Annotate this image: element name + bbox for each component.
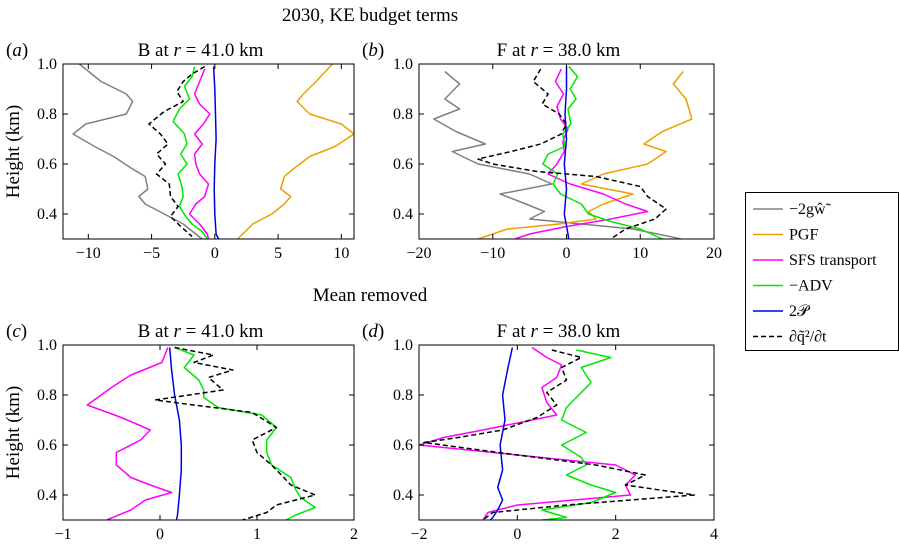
mean-removed-title: Mean removed bbox=[313, 285, 428, 306]
x-tick-label: 0 bbox=[156, 526, 164, 543]
legend-label: PGF bbox=[789, 227, 818, 244]
x-tick-label: 5 bbox=[274, 245, 282, 262]
panel-letter: (b) bbox=[362, 40, 384, 61]
panel-title: F at r = 38.0 km bbox=[497, 40, 621, 61]
legend-label: ∂q̃²/∂t bbox=[789, 329, 827, 346]
series-line bbox=[423, 349, 696, 520]
series-line bbox=[72, 64, 203, 239]
legend-box bbox=[745, 192, 899, 351]
x-tick-label: 2 bbox=[350, 526, 358, 543]
panel-letter: (a) bbox=[6, 40, 28, 61]
x-tick-label: 0 bbox=[211, 245, 219, 262]
x-tick-label: 4 bbox=[710, 526, 718, 543]
series-line bbox=[86, 347, 173, 520]
x-tick-label: 0 bbox=[563, 245, 571, 262]
y-tick-label: 0.6 bbox=[37, 437, 57, 454]
x-tick-label: −10 bbox=[480, 245, 505, 262]
y-tick-label: 0.4 bbox=[393, 206, 413, 223]
panel-letter: (c) bbox=[6, 321, 27, 342]
panel-c: −1 0 1 2 0.4 0.6 0.8 1.0 B at r = 41.0 km (c) Heig… bbox=[3, 321, 358, 543]
x-tick-label: 10 bbox=[333, 245, 349, 262]
series-group bbox=[86, 346, 316, 520]
y-tick-label: 0.4 bbox=[37, 206, 57, 223]
y-tick-label: 0.6 bbox=[37, 156, 57, 173]
series-line bbox=[154, 346, 316, 520]
x-tick-label: −1 bbox=[54, 526, 71, 543]
series-group bbox=[433, 66, 693, 239]
series-line bbox=[168, 347, 183, 520]
y-tick-label: 1.0 bbox=[37, 56, 57, 73]
panel-d: −2 0 2 4 0.4 0.6 0.8 1.0 F at r = 38.0 km (d) bbox=[362, 321, 718, 543]
x-tick-label: 1 bbox=[253, 526, 261, 543]
y-tick-label: 1.0 bbox=[37, 337, 57, 354]
x-tick-label: −2 bbox=[410, 526, 427, 543]
y-tick-label: 0.6 bbox=[393, 156, 413, 173]
panel-a: −10 −5 0 5 10 0.4 0.6 0.8 1.0 B at r = 41.0 km (a)… bbox=[3, 40, 355, 262]
series-line bbox=[477, 68, 667, 239]
series-line bbox=[174, 346, 316, 520]
y-tick-label: 0.8 bbox=[393, 387, 413, 404]
series-line bbox=[541, 349, 617, 520]
x-tick-label: 20 bbox=[706, 245, 722, 262]
legend-label: −ADV bbox=[789, 278, 833, 295]
x-tick-label: −5 bbox=[143, 245, 160, 262]
series-line bbox=[188, 68, 211, 239]
legend-label: −2gŵ̃ bbox=[789, 201, 832, 218]
series-line bbox=[172, 66, 208, 239]
plot-frame bbox=[62, 344, 355, 521]
panels: −10 −5 0 5 100.40.60.81.0B at r = 41.0 km(a)… bbox=[3, 40, 722, 543]
y-tick-label: 1.0 bbox=[393, 56, 413, 73]
series-line bbox=[212, 66, 220, 239]
series-line bbox=[419, 346, 637, 520]
series-line bbox=[514, 68, 649, 239]
y-tick-label: 0.8 bbox=[37, 387, 57, 404]
panel-title: B at r = 41.0 km bbox=[138, 321, 264, 342]
series-line bbox=[563, 66, 570, 239]
y-axis-label: Height (km) bbox=[3, 386, 24, 479]
x-tick-label: 2 bbox=[612, 526, 620, 543]
panel-letter: (d) bbox=[362, 321, 384, 342]
legend-label: 2𝒫 bbox=[789, 303, 811, 320]
figure-title: 2030, KE budget terms bbox=[282, 5, 458, 26]
series-line bbox=[237, 64, 354, 239]
panel-title: F at r = 38.0 km bbox=[497, 321, 621, 342]
series-line bbox=[477, 71, 693, 239]
series-group bbox=[72, 64, 354, 239]
series-line bbox=[542, 66, 663, 239]
panel-title: B at r = 41.0 km bbox=[138, 40, 264, 61]
x-tick-label: −20 bbox=[406, 245, 431, 262]
series-line bbox=[148, 65, 206, 238]
legend-label: SFS transport bbox=[789, 252, 877, 269]
plot-frame bbox=[62, 63, 355, 240]
series-line bbox=[489, 347, 514, 520]
series-line bbox=[433, 70, 681, 239]
x-tick-label: 0 bbox=[513, 526, 521, 543]
y-tick-label: 0.4 bbox=[393, 487, 413, 504]
plot-frame bbox=[418, 344, 715, 521]
x-tick-label: 10 bbox=[632, 245, 648, 262]
y-tick-label: 0.6 bbox=[393, 437, 413, 454]
y-axis-label: Height (km) bbox=[3, 105, 24, 198]
y-tick-label: 0.8 bbox=[393, 106, 413, 123]
panel-b: −20 −10 0 10 20 0.4 0.6 0.8 1.0 F at r = 38.0 km (… bbox=[362, 40, 722, 262]
y-tick-label: 0.4 bbox=[37, 487, 57, 504]
y-tick-label: 1.0 bbox=[393, 337, 413, 354]
legend: −2gŵ̃ PGF SFS transport −ADV 2𝒫 ∂q̃²/∂t bbox=[745, 192, 899, 351]
y-tick-label: 0.8 bbox=[37, 106, 57, 123]
x-tick-label: −10 bbox=[76, 245, 101, 262]
series-group bbox=[419, 346, 696, 520]
